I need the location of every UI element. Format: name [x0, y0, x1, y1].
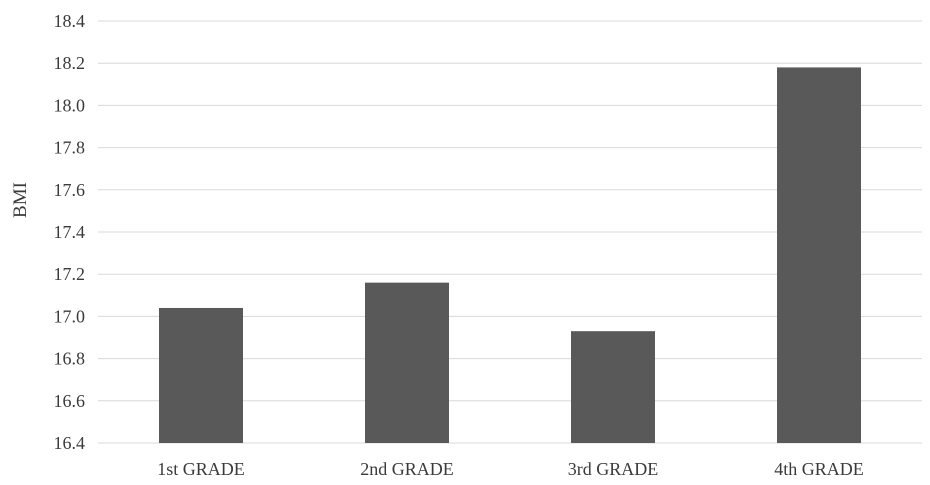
x-category-label: 4th GRADE: [774, 459, 864, 479]
y-tick-label: 17.0: [54, 306, 86, 326]
y-tick-label: 18.0: [54, 95, 86, 115]
x-category-label: 2nd GRADE: [360, 459, 454, 479]
y-tick-label: 17.8: [54, 138, 86, 158]
y-tick-label: 16.4: [54, 433, 86, 453]
bar: [777, 67, 861, 444]
x-axis-category-labels: 1st GRADE 2nd GRADE 3rd GRADE 4th GRADE: [157, 459, 864, 479]
bar: [571, 331, 655, 443]
y-tick-label: 17.2: [54, 264, 86, 284]
bar: [159, 307, 243, 443]
bar: [365, 282, 449, 443]
y-tick-label: 16.6: [54, 391, 86, 411]
bars: [159, 67, 861, 444]
x-category-label: 1st GRADE: [157, 459, 245, 479]
y-tick-label: 18.4: [54, 11, 86, 31]
y-tick-label: 16.8: [54, 349, 86, 369]
y-tick-label: 17.6: [54, 180, 86, 200]
y-axis-tick-labels: 16.4 16.6 16.8 17.0 17.2 17.4 17.6 17.8 18.0 18.2…: [54, 11, 86, 453]
y-tick-label: 18.2: [54, 53, 86, 73]
y-tick-label: 17.4: [54, 222, 86, 242]
x-category-label: 3rd GRADE: [568, 459, 659, 479]
y-axis-title: BMI: [10, 182, 31, 218]
